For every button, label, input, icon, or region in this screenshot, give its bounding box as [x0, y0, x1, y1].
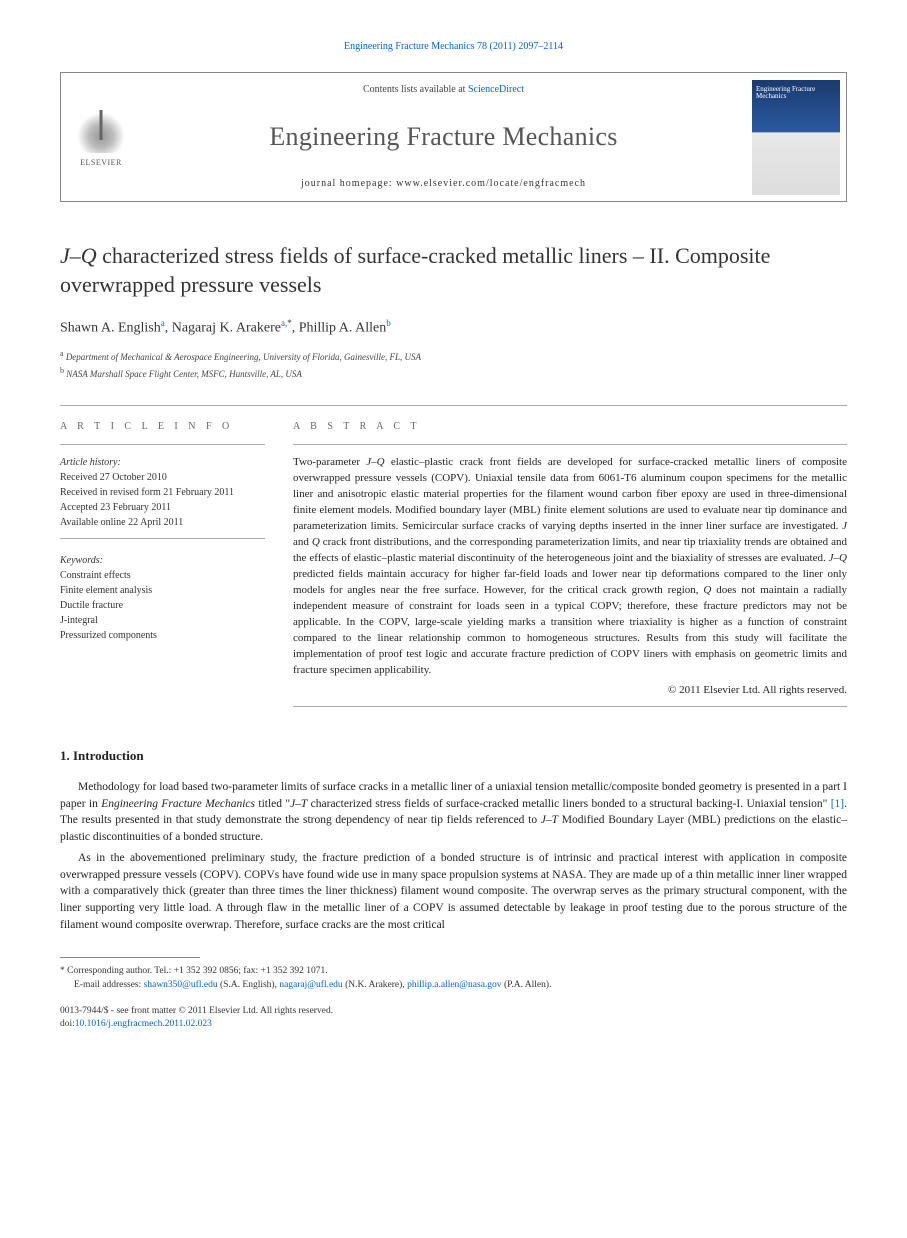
p1-ital: J–T: [541, 814, 558, 826]
journal-cover-icon: Engineering Fracture Mechanics: [752, 80, 840, 195]
abstract-copyright: © 2011 Elsevier Ltd. All rights reserved…: [293, 683, 847, 698]
abstract-bottom-rule: [293, 706, 847, 707]
abs-seg: and: [293, 536, 312, 548]
citation-header: Engineering Fracture Mechanics 78 (2011)…: [60, 40, 847, 54]
contents-prefix: Contents lists available at: [363, 84, 468, 95]
author-list: Shawn A. Englisha, Nagaraj K. Arakerea,*…: [60, 317, 847, 338]
cover-thumbnail-block: Engineering Fracture Mechanics: [746, 73, 846, 201]
journal-homepage: journal homepage: www.elsevier.com/locat…: [301, 177, 586, 191]
abs-ital: J–Q: [829, 552, 847, 564]
abs-seg: crack front distributions, and the corre…: [293, 536, 847, 564]
abstract-column: A B S T R A C T Two-parameter J–Q elasti…: [293, 420, 847, 717]
article-info-label: A R T I C L E I N F O: [60, 420, 265, 434]
aff-b-sup: b: [60, 366, 64, 375]
abstract-text: Two-parameter J–Q elastic–plastic crack …: [293, 455, 847, 678]
affiliation-a: a Department of Mechanical & Aerospace E…: [60, 348, 847, 365]
author-1-affil: a: [161, 318, 165, 328]
corresponding-asterisk: *: [287, 318, 292, 328]
aff-a-text: Department of Mechanical & Aerospace Eng…: [66, 352, 421, 362]
title-italic-prefix: J–Q: [60, 243, 97, 268]
email-who-3: (P.A. Allen).: [502, 980, 552, 990]
email-link-2[interactable]: nagaraj@ufl.edu: [279, 980, 342, 990]
history-accepted: Accepted 23 February 2011: [60, 500, 265, 515]
history-online: Available online 22 April 2011: [60, 515, 265, 530]
email-link-3[interactable]: phillip.a.allen@nasa.gov: [407, 980, 502, 990]
abs-ital: Q: [312, 536, 320, 548]
journal-title: Engineering Fracture Mechanics: [269, 119, 617, 155]
doi-line: doi:10.1016/j.engfracmech.2011.02.023: [60, 1018, 847, 1031]
author-3-affil: b: [386, 318, 391, 328]
abs-ital: J: [842, 520, 847, 532]
contents-line: Contents lists available at ScienceDirec…: [363, 83, 524, 97]
p1-seg: titled ": [255, 798, 290, 810]
sciencedirect-link[interactable]: ScienceDirect: [468, 84, 524, 95]
keyword-j-integral: J-integral: [60, 615, 98, 626]
abs-ital: J–Q: [366, 456, 384, 468]
article-title: J–Q characterized stress fields of surfa…: [60, 242, 847, 299]
section-heading-intro: 1. Introduction: [60, 747, 847, 765]
title-rest: characterized stress fields of surface-c…: [60, 243, 770, 297]
keyword: Constraint effects: [60, 568, 265, 583]
history-revised: Received in revised form 21 February 201…: [60, 485, 265, 500]
keyword: Finite element analysis: [60, 583, 265, 598]
author-2: Nagaraj K. Arakere: [172, 321, 281, 336]
abstract-rule: [293, 444, 847, 445]
journal-header-box: ELSEVIER Contents lists available at Sci…: [60, 72, 847, 202]
p1-journal: Engineering Fracture Mechanics: [101, 798, 255, 810]
doi-link[interactable]: 10.1016/j.engfracmech.2011.02.023: [75, 1019, 212, 1029]
author-1: Shawn A. English: [60, 321, 161, 336]
cover-title-text: Engineering Fracture Mechanics: [756, 86, 836, 101]
affiliation-b: b NASA Marshall Space Flight Center, MSF…: [60, 365, 847, 382]
keywords-header: Keywords:: [60, 553, 265, 568]
publisher-logo-block: ELSEVIER: [61, 73, 141, 201]
keyword: Pressurized components: [60, 628, 265, 643]
email-who-2: (N.K. Arakere),: [343, 980, 407, 990]
citation-link-1[interactable]: [1]: [831, 798, 844, 810]
history-received: Received 27 October 2010: [60, 470, 265, 485]
bottom-publication-info: 0013-7944/$ - see front matter © 2011 El…: [60, 1005, 847, 1032]
abs-seg: does not maintain a radially independent…: [293, 584, 847, 676]
intro-paragraph-1: Methodology for load based two-parameter…: [60, 779, 847, 846]
corresponding-author-footnote: * Corresponding author. Tel.: +1 352 392…: [60, 964, 847, 993]
affiliations: a Department of Mechanical & Aerospace E…: [60, 348, 847, 381]
p1-ital: J–T: [290, 798, 307, 810]
email-label: E-mail addresses:: [74, 980, 144, 990]
keywords-block: Keywords: Constraint effects Finite elem…: [60, 553, 265, 643]
issn-line: 0013-7944/$ - see front matter © 2011 El…: [60, 1005, 847, 1018]
email-who-1: (S.A. English),: [218, 980, 280, 990]
header-center: Contents lists available at ScienceDirec…: [141, 73, 746, 201]
aff-b-text: NASA Marshall Space Flight Center, MSFC,…: [66, 369, 302, 379]
email-link-1[interactable]: shawn350@ufl.edu: [144, 980, 218, 990]
elsevier-tree-icon: [77, 105, 125, 153]
article-info-column: A R T I C L E I N F O Article history: R…: [60, 420, 265, 717]
p1-seg: characterized stress fields of surface-c…: [307, 798, 830, 810]
article-history: Article history: Received 27 October 201…: [60, 455, 265, 530]
info-rule-1: [60, 444, 265, 445]
corr-author-line: * Corresponding author. Tel.: +1 352 392…: [60, 964, 847, 978]
info-abstract-row: A R T I C L E I N F O Article history: R…: [60, 405, 847, 717]
publisher-name: ELSEVIER: [80, 157, 122, 168]
info-rule-2: [60, 538, 265, 539]
history-header: Article history:: [60, 455, 265, 470]
intro-paragraph-2: As in the abovementioned preliminary stu…: [60, 850, 847, 933]
email-line: E-mail addresses: shawn350@ufl.edu (S.A.…: [74, 978, 847, 992]
abs-seg: Two-parameter: [293, 456, 366, 468]
abstract-label: A B S T R A C T: [293, 420, 847, 434]
doi-label: doi:: [60, 1019, 75, 1029]
footnote-separator: [60, 957, 200, 958]
keyword: J-integral: [60, 613, 265, 628]
author-3: Phillip A. Allen: [299, 321, 387, 336]
aff-a-sup: a: [60, 349, 64, 358]
keyword: Ductile fracture: [60, 598, 265, 613]
